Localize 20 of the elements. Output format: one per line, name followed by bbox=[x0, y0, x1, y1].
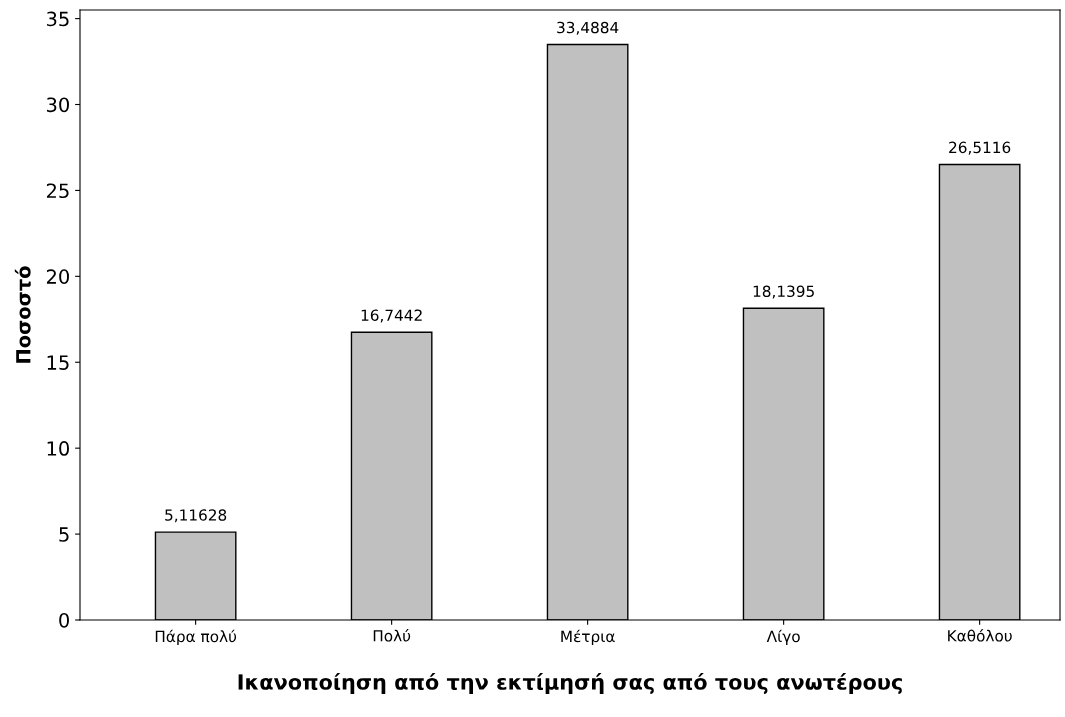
data-label: 5,11628 bbox=[165, 509, 227, 523]
y-axis-title: Ποσοστό bbox=[14, 266, 31, 363]
y-tick-label: 10 bbox=[47, 441, 69, 456]
x-tick-label: Καθόλου bbox=[948, 629, 1012, 642]
data-label: 18,1395 bbox=[753, 285, 814, 299]
y-tick-label: 5 bbox=[59, 527, 69, 542]
y-tick-label: 25 bbox=[46, 183, 69, 199]
x-tick-label: Μέτρια bbox=[561, 629, 615, 646]
x-axis-title: Ικανοποίηση από την εκτίμησή σας από τους ανωτέρους bbox=[238, 672, 902, 694]
y-tick-label: 20 bbox=[46, 269, 69, 284]
y-tick-label: 0 bbox=[59, 612, 69, 628]
y-tick-label: 35 bbox=[47, 11, 69, 27]
x-tick-label: Λίγο bbox=[766, 629, 800, 646]
y-tick-label: 30 bbox=[47, 97, 69, 113]
x-tick-label: Πάρα πολύ bbox=[155, 629, 237, 646]
y-tick-label: 15 bbox=[47, 355, 69, 370]
data-label: 16,7442 bbox=[361, 309, 422, 323]
data-label: 26,5116 bbox=[949, 141, 1011, 155]
data-label: 33,4884 bbox=[557, 21, 619, 35]
x-tick-label: Πολύ bbox=[373, 629, 411, 642]
